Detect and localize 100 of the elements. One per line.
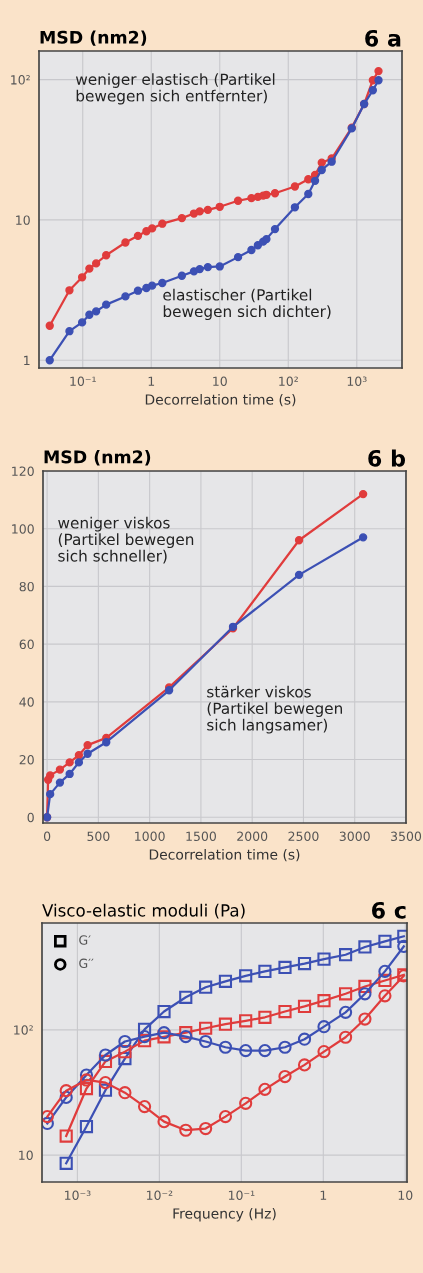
point	[378, 989, 392, 1003]
x-tick-label: 500	[87, 831, 110, 842]
point	[179, 1123, 193, 1137]
point	[102, 738, 111, 747]
point	[98, 1054, 113, 1068]
point	[358, 987, 372, 1001]
point	[59, 1156, 73, 1170]
x-tick-label: 2000	[237, 831, 268, 842]
point	[358, 1012, 372, 1026]
point	[59, 1090, 73, 1104]
point	[258, 1010, 272, 1024]
x-tick-label: 10²	[279, 376, 298, 387]
point	[157, 1115, 171, 1129]
x-axis-title: Decorrelation time (s)	[149, 848, 300, 862]
point	[378, 973, 392, 988]
point	[79, 1119, 94, 1134]
point	[199, 1121, 213, 1136]
point	[179, 1029, 193, 1044]
y-tick-label: 20	[19, 755, 34, 765]
y-tick-label: 10²	[11, 75, 30, 85]
x-tick-label: 10	[213, 376, 227, 387]
point	[378, 964, 392, 978]
y-tick-label: 10	[19, 1150, 33, 1161]
point	[65, 769, 74, 779]
point	[55, 765, 65, 774]
point	[74, 751, 84, 760]
point	[118, 1051, 132, 1066]
y-axis-title: Visco-elastic moduli (Pa)	[42, 903, 245, 919]
point	[199, 1021, 213, 1035]
x-tick-label: 10	[398, 1190, 413, 1201]
point	[137, 1034, 152, 1048]
x-tick-label: 2500	[288, 831, 319, 842]
point	[59, 1084, 73, 1098]
point	[338, 1030, 353, 1044]
point	[239, 1014, 253, 1028]
x-tick-label: 1	[320, 1190, 327, 1200]
y-tick-label: 0	[27, 812, 34, 823]
point	[239, 969, 253, 983]
annotation: stärker viskos (Partikel bewegen sich langsamer)	[207, 685, 342, 734]
point	[239, 1096, 253, 1110]
y-tick-label: 1	[24, 355, 30, 365]
x-tick-label: 10⁻³	[65, 1190, 91, 1201]
x-tick-label: 3500	[391, 831, 422, 842]
point	[83, 740, 92, 750]
point	[239, 1044, 253, 1058]
point	[297, 1032, 312, 1046]
point	[157, 1030, 171, 1044]
point	[338, 1005, 353, 1019]
point	[98, 1076, 113, 1090]
point	[46, 789, 55, 799]
chart-title: 6 b	[368, 449, 405, 467]
y-tick-label: 40	[19, 697, 34, 707]
point	[358, 940, 372, 954]
y-tick-label: 10	[16, 215, 30, 225]
point	[65, 758, 74, 767]
point	[297, 1058, 312, 1072]
point	[218, 1110, 233, 1124]
point	[317, 1044, 331, 1059]
point	[137, 1029, 152, 1044]
point	[358, 489, 368, 499]
x-tick-label: 1	[148, 376, 155, 386]
point	[278, 1069, 292, 1084]
point	[157, 1004, 171, 1019]
point	[118, 1034, 132, 1049]
annotation: weniger viskos (Partikel bewegen sich schneller)	[58, 516, 194, 564]
y-axis-title: MSD (nm2)	[40, 30, 147, 46]
chart-title: 6 a	[365, 29, 401, 47]
point	[79, 1073, 94, 1087]
annotation: weniger elastisch (Partikel bewegen sich entfernter)	[75, 73, 275, 105]
point	[258, 1082, 272, 1096]
y-axis-title: MSD (nm2)	[44, 449, 151, 466]
y-tick-label: 10²	[14, 1025, 33, 1035]
point	[118, 1086, 132, 1100]
x-tick-label: 10³	[347, 376, 367, 387]
x-axis-title: Frequency (Hz)	[173, 1208, 276, 1222]
point	[55, 778, 65, 787]
point	[317, 1020, 331, 1034]
point	[179, 1026, 193, 1040]
point	[199, 980, 213, 994]
x-tick-label: 1500	[186, 831, 216, 842]
point	[317, 952, 331, 966]
point	[137, 1099, 152, 1114]
point	[258, 964, 272, 978]
point	[297, 957, 312, 971]
point	[118, 1045, 132, 1059]
point	[297, 999, 312, 1013]
point	[83, 749, 92, 758]
point	[79, 1068, 94, 1082]
point	[46, 771, 55, 780]
point	[378, 934, 392, 948]
point	[278, 1040, 292, 1054]
y-tick-label: 120	[12, 466, 34, 476]
point	[358, 533, 368, 542]
point	[338, 987, 353, 1001]
annotation: G′′	[79, 958, 94, 969]
x-tick-label: 10⁻¹	[228, 1190, 255, 1201]
point	[294, 536, 304, 545]
x-tick-label: 0	[43, 831, 51, 842]
y-tick-label: 80	[19, 581, 34, 592]
point	[278, 1004, 292, 1019]
